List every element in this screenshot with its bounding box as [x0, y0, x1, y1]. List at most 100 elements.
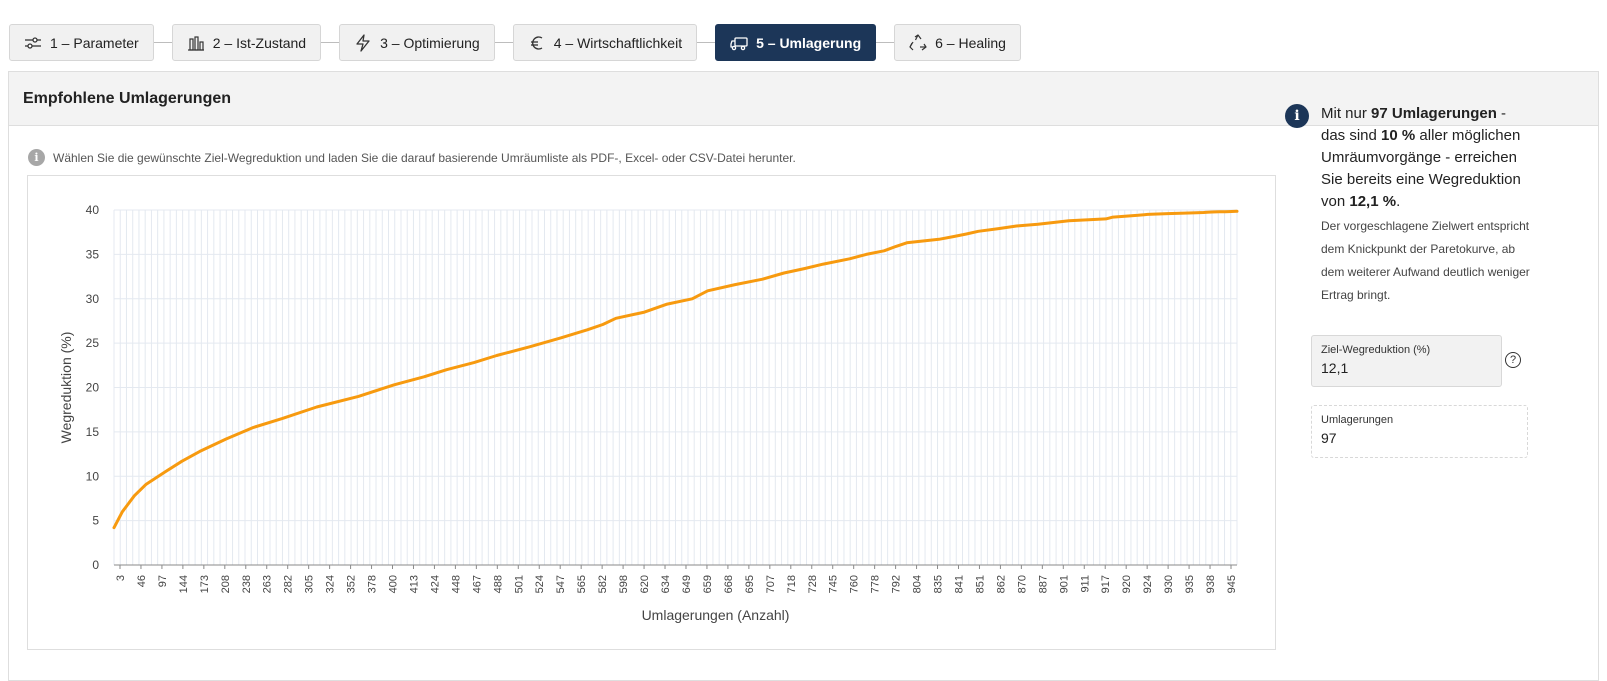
help-icon[interactable]: ?	[1505, 352, 1521, 368]
x-tick-label: 620	[639, 575, 651, 593]
x-tick-label: 668	[723, 575, 735, 593]
step-optimierung[interactable]: 3 – Optimierung	[339, 24, 495, 61]
x-tick-label: 598	[618, 575, 630, 593]
step-connector	[494, 42, 513, 43]
y-tick-label: 15	[86, 425, 100, 439]
y-tick-label: 30	[86, 292, 100, 306]
step-label: 6 – Healing	[935, 34, 1006, 51]
x-tick-label: 835	[933, 575, 945, 593]
y-tick-label: 0	[92, 558, 99, 572]
x-tick-label: 582	[597, 575, 609, 593]
x-tick-label: 324	[325, 575, 337, 593]
x-tick-label: 745	[828, 575, 840, 593]
step-umlagerung[interactable]: 5 – Umlagerung	[715, 24, 877, 61]
x-tick-label: 901	[1058, 575, 1070, 593]
step-label: 3 – Optimierung	[380, 34, 480, 51]
bar-chart-icon	[187, 35, 204, 51]
info-share: 10 %	[1381, 127, 1416, 144]
moves-value: 97	[1321, 430, 1337, 446]
x-tick-label: 935	[1184, 575, 1196, 593]
x-tick-label: 920	[1121, 575, 1133, 593]
y-tick-label: 40	[86, 203, 100, 217]
info-moves-count: 97 Umlagerungen	[1371, 105, 1497, 122]
step-label: 4 – Wirtschaftlichkeit	[553, 34, 683, 51]
x-tick-label: 565	[576, 575, 588, 593]
y-tick-label: 5	[92, 514, 99, 528]
x-tick-label: 887	[1037, 575, 1049, 593]
step-label: 5 – Umlagerung	[756, 34, 862, 51]
x-tick-label: 488	[492, 575, 504, 593]
info-explanation: Der vorgeschlagene Zielwert entspricht d…	[1321, 219, 1530, 302]
x-tick-label: 862	[995, 575, 1007, 593]
sliders-icon	[25, 36, 41, 49]
x-tick-label: 378	[367, 575, 379, 593]
step-connector	[697, 42, 716, 43]
umlagerung-panel: Empfohlene Umlagerungen i Wählen Sie die…	[8, 71, 1599, 681]
pareto-chart: 0 5 10 15 20 25 30 35 40 3 46 97 144 173 208 238 263 282 3…	[27, 175, 1276, 650]
y-tick-label: 20	[86, 381, 100, 395]
step-connector	[321, 42, 340, 43]
step-navigation: 1 – Parameter 2 – Ist-Zustand 3 – Optimi…	[9, 23, 1021, 62]
x-tick-label: 649	[681, 575, 693, 593]
x-tick-label: 238	[241, 575, 253, 593]
x-tick-label: 695	[744, 575, 756, 593]
moves-field: Umlagerungen 97	[1311, 405, 1528, 458]
x-tick-label: 870	[1016, 575, 1028, 593]
x-tick-label: 804	[912, 575, 924, 593]
x-tick-label: 413	[408, 575, 420, 593]
x-tick-label: 524	[534, 575, 546, 593]
x-tick-label: 144	[178, 575, 190, 593]
x-tick-label: 305	[304, 575, 316, 593]
x-tick-label: 841	[953, 575, 965, 593]
x-tick-label: 728	[807, 575, 819, 593]
x-tick-label: 760	[849, 575, 861, 593]
x-tick-label: 917	[1100, 575, 1112, 593]
recycle-icon	[909, 33, 927, 50]
x-tick-label: 911	[1079, 575, 1091, 593]
x-tick-label: 97	[157, 575, 169, 587]
pareto-chart-svg: 0 5 10 15 20 25 30 35 40 3 46 97 144 173 208 238 263 282 3…	[58, 203, 1239, 623]
x-tick-label: 930	[1163, 575, 1175, 593]
x-tick-label: 448	[450, 575, 462, 593]
x-tick-label: 352	[346, 575, 358, 593]
x-tick-label: 424	[429, 575, 441, 593]
target-reduction-field[interactable]: Ziel-Wegreduktion (%)	[1311, 335, 1502, 387]
step-label: 2 – Ist-Zustand	[212, 34, 307, 51]
y-tick-label: 10	[86, 469, 100, 483]
x-tick-label: 3	[115, 575, 127, 581]
y-axis-title: Wegreduktion (%)	[58, 332, 74, 444]
info-icon: i	[28, 149, 45, 166]
moves-label: Umlagerungen	[1321, 414, 1394, 426]
info-icon: i	[1285, 104, 1309, 128]
panel-title: Empfohlene Umlagerungen	[9, 72, 1598, 126]
x-tick-label: 945	[1226, 575, 1238, 593]
y-tick-label: 25	[86, 336, 100, 350]
x-tick-label: 208	[220, 575, 232, 593]
euro-icon	[530, 35, 543, 50]
step-connector	[153, 42, 172, 43]
x-tick-label: 924	[1142, 575, 1154, 593]
hint-text: Wählen Sie die gewünschte Ziel-Wegredukt…	[53, 150, 796, 165]
step-wirtschaftlichkeit[interactable]: 4 – Wirtschaftlichkeit	[512, 24, 698, 61]
x-tick-label: 46	[136, 575, 148, 587]
x-tick-label: 851	[974, 575, 986, 593]
x-tick-label: 718	[786, 575, 798, 593]
x-tick-label: 938	[1205, 575, 1217, 593]
step-connector	[876, 42, 895, 43]
x-tick-label: 263	[262, 575, 274, 593]
truck-icon	[730, 36, 748, 50]
lightning-icon	[356, 33, 370, 52]
x-tick-label: 467	[471, 575, 483, 593]
target-reduction-input[interactable]	[1321, 360, 1481, 376]
step-healing[interactable]: 6 – Healing	[894, 24, 1021, 61]
hint-row: i Wählen Sie die gewünschte Ziel-Wegredu…	[28, 149, 796, 166]
step-parameter[interactable]: 1 – Parameter	[9, 24, 154, 61]
info-summary: Mit nur 97 Umlagerungen - das sind 10 % …	[1321, 105, 1521, 210]
x-tick-label: 173	[199, 575, 211, 593]
step-ist-zustand[interactable]: 2 – Ist-Zustand	[171, 24, 322, 61]
target-reduction-label: Ziel-Wegreduktion (%)	[1321, 344, 1431, 356]
step-label: 1 – Parameter	[50, 34, 139, 51]
x-tick-label: 792	[891, 575, 903, 593]
x-tick-label: 634	[660, 575, 672, 593]
series-line	[112, 209, 1239, 530]
